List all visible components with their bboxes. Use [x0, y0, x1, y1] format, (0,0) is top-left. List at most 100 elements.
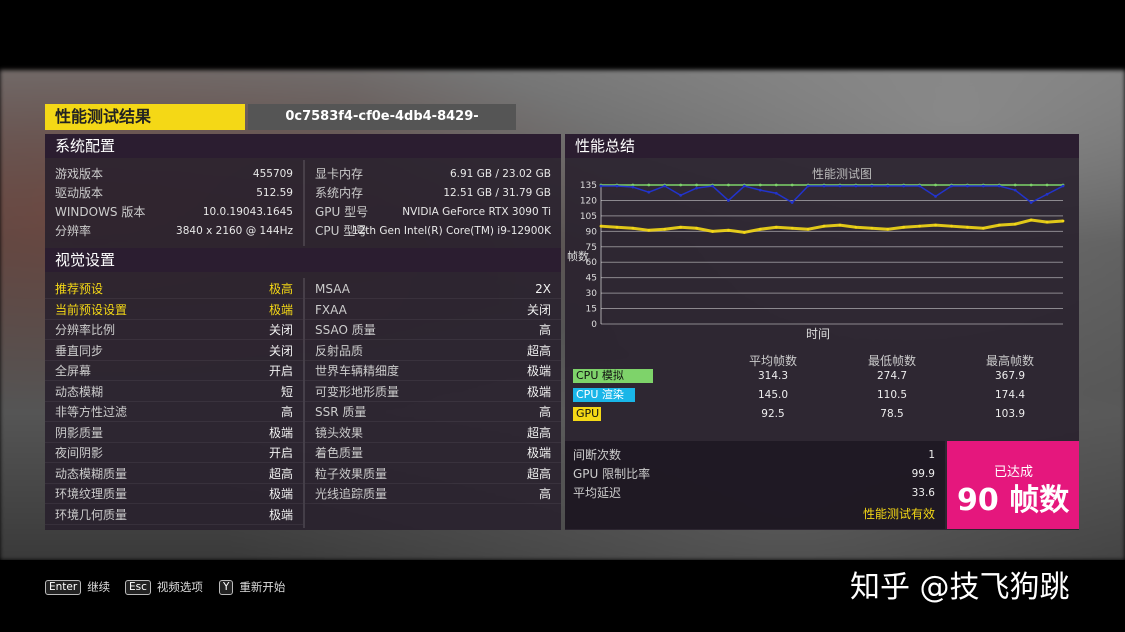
series-point-1	[838, 184, 842, 188]
stat-value: 367.9	[994, 370, 1026, 382]
series-point-1	[1013, 188, 1017, 192]
bottom-letterbox	[0, 560, 1125, 632]
setting-row[interactable]: 着色质量 极端	[305, 443, 561, 463]
series-point-1	[870, 184, 874, 188]
series-point-2	[1061, 219, 1065, 223]
system-config-header: 系统配置	[45, 134, 561, 158]
hint-enter[interactable]: Enter 继续	[45, 578, 110, 596]
page-title: 性能测试结果	[45, 104, 245, 130]
key-cap: Enter	[45, 580, 82, 595]
system-value: 455709	[252, 168, 293, 180]
setting-label: MSAA	[315, 282, 350, 296]
stat-value: 145.0	[757, 389, 789, 401]
series-point-1	[727, 199, 730, 202]
series-point-1	[902, 184, 906, 188]
system-label: 显卡内存	[315, 167, 364, 181]
series-point-2	[966, 225, 969, 229]
series-point-1	[854, 184, 858, 188]
system-row: WINDOWS 版本 10.0.19043.1645	[45, 203, 303, 222]
series-point-0	[631, 183, 635, 187]
series-point-2	[599, 224, 603, 228]
series-point-2	[679, 225, 683, 229]
stat-value: 274.7	[876, 370, 908, 382]
series-point-2	[742, 230, 746, 234]
series-line-2	[600, 218, 1064, 234]
series-point-0	[758, 183, 762, 187]
setting-row[interactable]: 全屏幕 开启	[45, 361, 303, 381]
hint-y[interactable]: Y 重新开始	[219, 578, 285, 596]
series-tag: CPU 模拟	[573, 369, 653, 383]
setting-value: 开启	[268, 364, 293, 378]
setting-label: 可变形地形质量	[315, 384, 400, 399]
setting-row[interactable]: MSAA 2X	[305, 279, 561, 299]
setting-row[interactable]: FXAA 关闭	[305, 300, 561, 320]
setting-value: 2X	[535, 282, 551, 296]
setting-label: 环境几何质量	[55, 507, 128, 522]
badge-caption: 已达成	[993, 465, 1033, 480]
setting-row[interactable]: 反射品质 超高	[305, 341, 561, 361]
setting-value: 极端	[268, 302, 293, 317]
summary-stat-value: 33.6	[911, 487, 935, 499]
series-point-2	[1045, 220, 1049, 224]
setting-label: 垂直同步	[55, 343, 104, 358]
summary-stat-label: GPU 限制比率	[573, 467, 651, 481]
setting-label: 当前预设设置	[55, 302, 128, 317]
setting-label: 反射品质	[315, 343, 364, 358]
setting-row[interactable]: 非等方性过滤 高	[45, 402, 303, 422]
series-point-1	[1029, 201, 1033, 204]
setting-row[interactable]: 阴影质量 极端	[45, 423, 303, 443]
setting-value: 极端	[268, 507, 293, 522]
setting-row[interactable]: 夜间阴影 开启	[45, 443, 303, 463]
setting-row[interactable]: 当前预设设置 极端	[45, 300, 303, 320]
summary-stat-row: GPU 限制比率 99.9	[573, 465, 935, 484]
setting-row[interactable]: 动态模糊质量 超高	[45, 464, 303, 484]
stat-value: 92.5	[761, 408, 785, 420]
system-row: 分辨率 3840 x 2160 @ 144Hz	[45, 222, 303, 241]
setting-label: 动态模糊质量	[55, 466, 128, 481]
setting-value: 极端	[268, 487, 293, 501]
series-point-1	[981, 184, 985, 188]
system-value: NVIDIA GeForce RTX 3090 Ti	[402, 206, 551, 218]
series-point-1	[950, 184, 953, 188]
valid-status: 性能测试有效	[862, 507, 935, 521]
series-point-2	[758, 227, 762, 231]
hint-esc[interactable]: Esc 视频选项	[125, 578, 203, 596]
setting-row[interactable]: 环境几何质量 极端	[45, 505, 303, 525]
setting-value: 高	[280, 405, 293, 419]
setting-value: 关闭	[268, 323, 293, 337]
setting-row[interactable]: 可变形地形质量 极端	[305, 382, 561, 402]
setting-row[interactable]: 光线追踪质量 高	[305, 484, 561, 504]
setting-row[interactable]: 粒子效果质量 超高	[305, 464, 561, 484]
system-label: 驱动版本	[55, 186, 104, 200]
setting-row[interactable]: 世界车辆精细度 极端	[305, 361, 561, 381]
setting-row[interactable]: 镜头效果 超高	[305, 423, 561, 443]
stat-value: 103.9	[994, 408, 1026, 420]
setting-row[interactable]: SSAO 质量 高	[305, 320, 561, 340]
system-label: 分辨率	[55, 224, 92, 238]
setting-label: SSR 质量	[315, 405, 367, 419]
summary-stat-row: 间断次数 1	[573, 446, 935, 465]
setting-row[interactable]: 环境纹理质量 极端	[45, 484, 303, 504]
series-point-2	[615, 225, 619, 229]
setting-value: 极端	[526, 446, 551, 460]
system-label: CPU 型号	[315, 224, 368, 238]
series-point-0	[1029, 183, 1033, 187]
setting-row[interactable]: 动态模糊 短	[45, 382, 303, 402]
summary-stat-label: 间断次数	[573, 448, 622, 462]
series-point-2	[918, 224, 922, 228]
summary-stat-value: 99.9	[911, 468, 935, 480]
setting-row[interactable]: 垂直同步 关闭	[45, 341, 303, 361]
setting-row[interactable]: SSR 质量 高	[305, 402, 561, 422]
setting-row[interactable]: 分辨率比例 关闭	[45, 320, 303, 340]
setting-row[interactable]: 推荐预设 极高	[45, 279, 303, 299]
series-point-1	[1061, 184, 1065, 188]
series-point-2	[774, 225, 778, 229]
series-point-2	[902, 225, 906, 229]
setting-label: 世界车辆精细度	[315, 364, 400, 378]
series-point-2	[822, 224, 826, 228]
series-point-1	[966, 184, 969, 188]
setting-value: 超高	[526, 343, 551, 358]
series-point-2	[695, 226, 698, 230]
series-point-1	[997, 184, 1001, 188]
system-label: GPU 型号	[315, 205, 369, 219]
